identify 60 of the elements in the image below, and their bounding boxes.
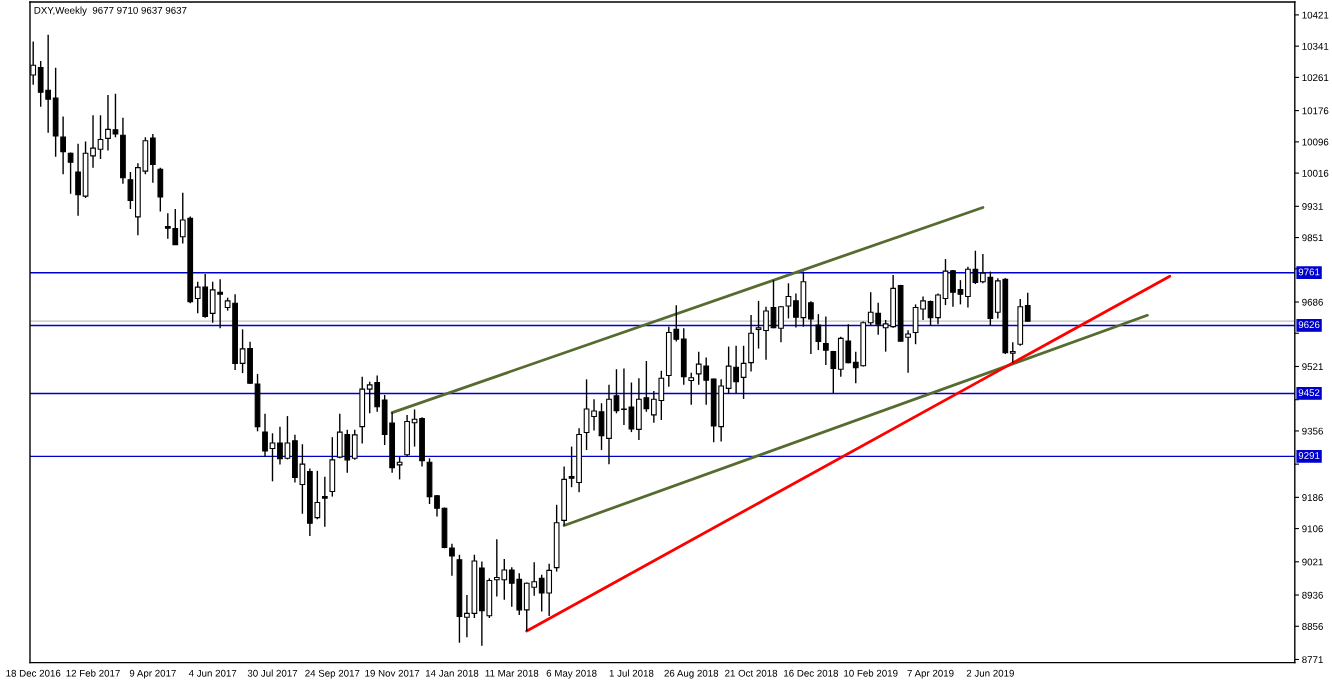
y-tick-label: 8771 — [1302, 656, 1323, 664]
candlestick — [75, 143, 81, 217]
candlestick — [67, 151, 74, 195]
x-tick-label: 7 Apr 2019 — [907, 669, 954, 679]
y-tick-label: 9106 — [1302, 525, 1323, 533]
y-tick-label: 10096 — [1302, 138, 1329, 146]
x-tick-label: 19 Nov 2017 — [365, 669, 420, 677]
x-tick-label: 12 Feb 2017 — [66, 669, 120, 677]
candlestick — [1024, 291, 1031, 322]
y-tick-label: 8856 — [1302, 623, 1323, 630]
candlestick — [935, 292, 941, 325]
x-tick-label: 24 Sep 2017 — [305, 669, 360, 679]
candlestick — [351, 429, 358, 461]
x-tick-label: 14 Jan 2018 — [425, 669, 479, 677]
y-tick-label: 10421 — [1302, 11, 1329, 19]
candlestick — [815, 313, 822, 351]
y-tick-label: 10341 — [1302, 42, 1329, 50]
x-tick-label: 10 Feb 2019 — [844, 669, 898, 677]
x-tick-label: 21 Oct 2018 — [725, 669, 778, 677]
y-tick-label: 10176 — [1302, 107, 1329, 115]
x-tick-label: 9 Apr 2017 — [129, 669, 176, 679]
y-tick-label: 9851 — [1302, 234, 1323, 242]
y-tick-label: 8936 — [1302, 591, 1323, 599]
y-tick-label: 9356 — [1302, 427, 1323, 435]
x-tick-label: 4 Jun 2017 — [188, 669, 237, 677]
candlestick — [740, 345, 747, 400]
candlestick — [434, 494, 440, 518]
candlestick — [822, 315, 829, 366]
candlestick — [808, 300, 814, 355]
y-tick-label: 9931 — [1302, 203, 1323, 210]
ref-line-label: 9291 — [1298, 452, 1320, 459]
candlestick — [449, 543, 455, 577]
x-tick-label: 2 Jun 2019 — [966, 669, 1014, 677]
ref-line-label: 9761 — [1298, 268, 1320, 276]
candlestick — [60, 115, 66, 175]
candlestick — [396, 456, 403, 481]
candlestick — [269, 432, 276, 483]
candlestick — [1009, 341, 1016, 364]
candlestick — [688, 372, 695, 406]
y-tick-label: 9521 — [1302, 363, 1323, 371]
y-tick-label: 10016 — [1302, 169, 1329, 177]
x-tick-label: 6 May 2018 — [546, 669, 597, 679]
x-tick-label: 11 Mar 2018 — [485, 669, 539, 677]
x-tick-label: 26 Aug 2018 — [664, 669, 719, 679]
candlestick — [97, 114, 104, 160]
candlestick — [127, 171, 134, 210]
x-tick-label: 1 Jul 2018 — [609, 669, 654, 677]
x-tick-label: 30 Jul 2017 — [247, 669, 298, 677]
ref-line-label: 9626 — [1298, 321, 1320, 329]
ref-line-label: 9452 — [1298, 389, 1320, 397]
candlestick — [321, 475, 328, 528]
x-tick-label: 18 Dec 2016 — [6, 669, 61, 677]
y-tick-label: 9186 — [1302, 494, 1323, 501]
chart-title: DXY,Weekly 9677 9710 9637 9637 — [34, 6, 187, 16]
x-tick-label: 16 Dec 2018 — [784, 669, 839, 677]
candlestick — [262, 413, 268, 458]
y-tick-label: 9021 — [1302, 558, 1323, 566]
y-tick-label: 10261 — [1302, 74, 1329, 82]
candlestick — [830, 350, 837, 395]
y-tick-label: 9686 — [1302, 298, 1323, 306]
